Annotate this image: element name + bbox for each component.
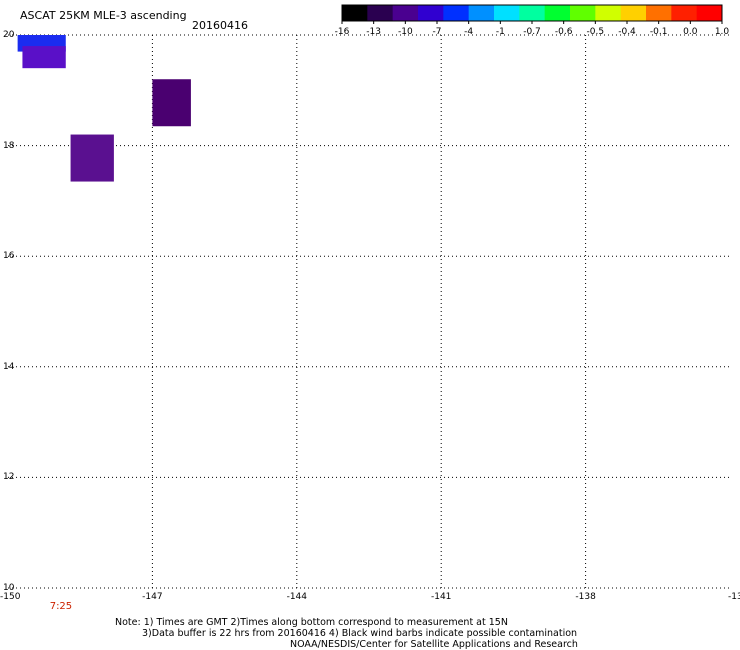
colorbar-tick-label: -0.6	[554, 27, 573, 37]
colorbar-segment	[595, 5, 622, 21]
wind-data-cell	[70, 134, 114, 182]
x-tick-label: -138	[575, 592, 596, 602]
colorbar-segment	[544, 5, 571, 21]
colorbar-tick-label: -10	[397, 27, 413, 37]
colorbar-segment	[494, 5, 520, 21]
colorbar-segment	[696, 5, 723, 21]
colorbar-tick-label: -4	[464, 27, 474, 37]
colorbar-segment	[392, 5, 419, 21]
colorbar-tick-label: -16	[334, 27, 350, 37]
note-line-1: Note: 1) Times are GMT 2)Times along bot…	[115, 617, 508, 628]
colorbar-tick-label: -13	[366, 27, 382, 37]
colorbar-tick-label: -0.7	[523, 27, 541, 37]
x-tick-label: -147	[142, 592, 163, 602]
colorbar-segment	[418, 5, 444, 21]
colorbar-segment	[443, 5, 470, 21]
colorbar-segment	[342, 5, 368, 21]
map-date: 20160416	[192, 19, 248, 32]
map-title: ASCAT 25KM MLE-3 ascending	[20, 9, 187, 22]
colorbar-segment	[468, 5, 495, 21]
colorbar-segment	[646, 5, 672, 21]
colorbar-segment	[519, 5, 546, 21]
colorbar-segment	[367, 5, 394, 21]
time-label: 7:25	[49, 601, 73, 612]
colorbar-tick-label: -1	[495, 27, 505, 37]
colorbar-tick-label: -0.4	[618, 27, 636, 37]
colorbar-tick-label: -7	[432, 27, 442, 37]
x-tick-label: -144	[286, 592, 308, 602]
colorbar-tick-label: 0.0	[683, 27, 698, 37]
wind-data-cell	[22, 46, 66, 69]
x-tick-label: -135	[728, 592, 740, 602]
colorbar-tick-label: -0.1	[649, 27, 668, 37]
wind-data-cell	[152, 79, 191, 127]
colorbar-tick-label: 1.0	[714, 27, 730, 37]
note-line-2: 3)Data buffer is 22 hrs from 20160416 4)…	[142, 628, 578, 639]
colorbar-segment	[671, 5, 698, 21]
colorbar-segment	[620, 5, 647, 21]
colorbar-segment	[570, 5, 596, 21]
x-tick-label: -141	[430, 592, 452, 602]
colorbar-tick-label: -0.5	[586, 27, 605, 37]
note-line-3: NOAA/NESDIS/Center for Satellite Applica…	[290, 639, 578, 650]
x-tick-label: -150	[0, 592, 21, 602]
